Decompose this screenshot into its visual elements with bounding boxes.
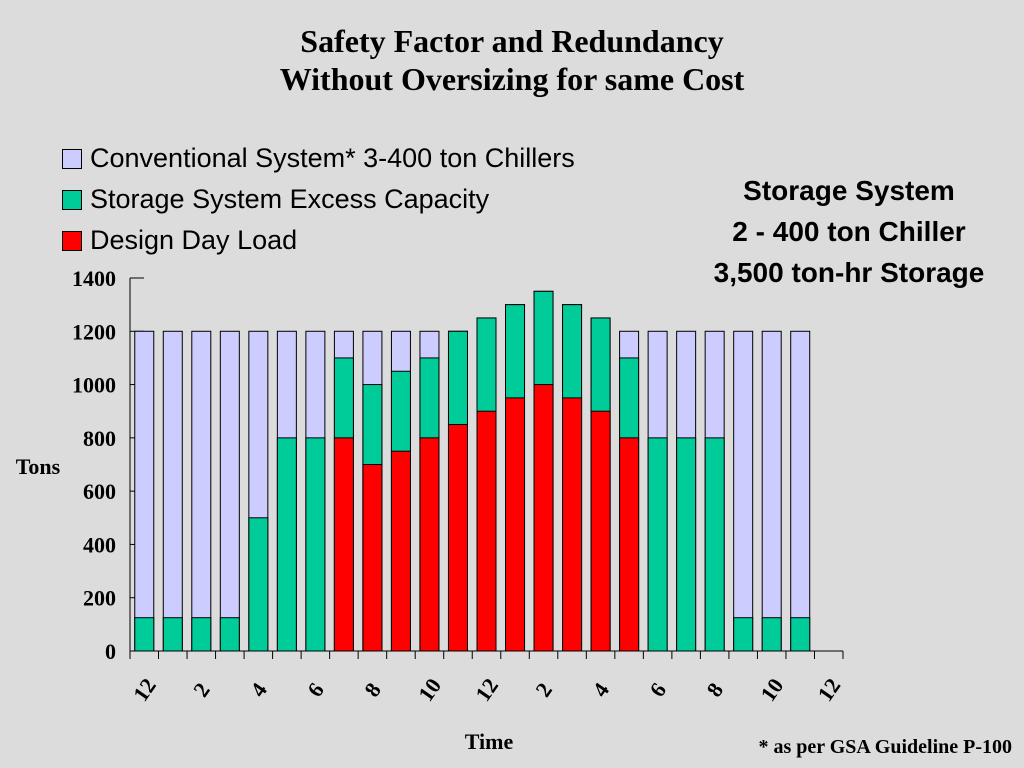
y-tick-label: 1000 — [72, 373, 116, 398]
bar-storage-excess — [676, 437, 697, 652]
x-tick-label: 8 — [701, 678, 728, 701]
bar-conventional — [162, 330, 183, 652]
storage-note-line3: 3,500 ton-hr Storage — [713, 257, 985, 288]
storage-note-line1: Storage System — [743, 175, 955, 206]
x-tick-label: 12 — [470, 674, 503, 706]
y-tick-label: 600 — [83, 479, 116, 504]
bar-conventional — [134, 330, 155, 652]
x-axis-title: Time — [465, 729, 514, 754]
x-tick-label: 4 — [587, 678, 614, 701]
y-tick-label: 200 — [83, 586, 116, 611]
y-tick-label: 1200 — [72, 319, 116, 344]
bar-design-load — [619, 437, 640, 652]
bar-design-load — [447, 424, 468, 652]
x-tick-label: 10 — [413, 674, 446, 706]
storage-system-note: Storage System 2 - 400 ton Chiller 3,500… — [674, 170, 1024, 293]
bar-storage-excess — [790, 617, 811, 652]
bar-design-load — [362, 464, 383, 652]
x-tick-label: 12 — [812, 674, 845, 706]
legend-swatch-design — [62, 230, 82, 251]
bar-storage-excess — [704, 437, 725, 652]
y-axis-title: Tons — [16, 454, 61, 479]
bar-storage-excess — [162, 617, 183, 652]
legend-item-conventional: Conventional System* 3-400 ton Chillers — [62, 138, 575, 179]
legend-swatch-conventional — [62, 148, 82, 169]
bar-design-load — [590, 410, 611, 652]
storage-note-line2: 2 - 400 ton Chiller — [732, 216, 966, 247]
bar-storage-excess — [134, 617, 155, 652]
bar-design-load — [476, 410, 497, 652]
bar-storage-excess — [276, 437, 297, 652]
x-tick-label: 4 — [245, 678, 272, 701]
legend-swatch-storage — [62, 189, 82, 210]
bar-storage-excess — [761, 617, 782, 652]
y-tick-label: 800 — [83, 426, 116, 451]
bar-conventional — [790, 330, 811, 652]
bar-storage-excess — [248, 517, 269, 652]
chart-title-line1: Safety Factor and Redundancy — [300, 23, 724, 59]
x-tick-label: 8 — [359, 678, 386, 701]
bar-conventional — [191, 330, 212, 652]
chart-title-line2: Without Oversizing for same Cost — [279, 61, 745, 97]
bar-design-load — [562, 397, 583, 652]
x-tick-label: 6 — [644, 678, 671, 701]
legend-item-storage: Storage System Excess Capacity — [62, 179, 575, 220]
bar-conventional — [733, 330, 754, 652]
y-tick-label: 1400 — [72, 266, 116, 291]
bar-conventional — [761, 330, 782, 652]
bar-design-load — [533, 384, 554, 652]
x-tick-label: 2 — [530, 678, 557, 701]
bar-storage-excess — [647, 437, 668, 652]
bar-storage-excess — [219, 617, 240, 652]
x-tick-label: 10 — [755, 674, 788, 706]
bar-storage-excess — [733, 617, 754, 652]
bar-storage-excess — [305, 437, 326, 652]
x-tick-label: 2 — [188, 678, 215, 701]
x-tick-label: 12 — [128, 674, 161, 706]
bar-design-load — [505, 397, 526, 652]
x-tick-label: 6 — [302, 678, 329, 701]
footnote: * as per GSA Guideline P-100 — [758, 736, 1012, 758]
bar-conventional — [219, 330, 240, 652]
y-tick-label: 400 — [83, 532, 116, 557]
bar-design-load — [333, 437, 354, 652]
bar-design-load — [390, 450, 411, 652]
y-tick-label: 0 — [105, 639, 116, 664]
bar-design-load — [419, 437, 440, 652]
bar-storage-excess — [191, 617, 212, 652]
chart-title: Safety Factor and Redundancy Without Ove… — [0, 22, 1024, 98]
legend-item-design: Design Day Load — [62, 220, 575, 261]
legend-label-conventional: Conventional System* 3-400 ton Chillers — [90, 143, 575, 173]
legend-label-design: Design Day Load — [90, 225, 298, 255]
legend-label-storage: Storage System Excess Capacity — [90, 184, 490, 214]
legend: Conventional System* 3-400 ton Chillers … — [62, 138, 575, 261]
